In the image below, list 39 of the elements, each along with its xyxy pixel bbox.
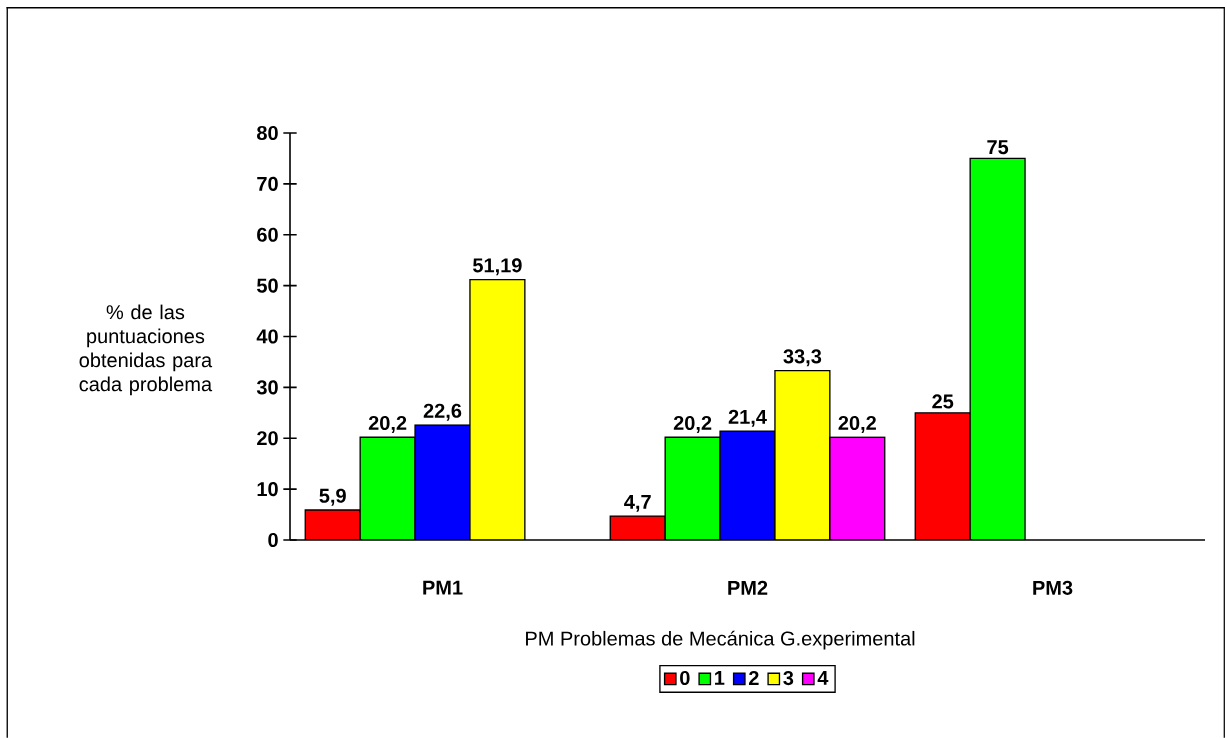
bar bbox=[665, 437, 721, 540]
y-axis-title: % de las puntuaciones obtenidas para cada problema bbox=[79, 304, 213, 396]
legend-label: 0 bbox=[680, 670, 690, 686]
data-label: 4,7 bbox=[624, 494, 651, 512]
data-label: 51,19 bbox=[472, 258, 522, 276]
data-label: 21,4 bbox=[728, 409, 767, 427]
data-label: 33,3 bbox=[783, 349, 822, 367]
bar bbox=[719, 430, 776, 540]
x-tick-label: PM1 bbox=[423, 580, 463, 595]
bar bbox=[469, 279, 525, 540]
legend-label: 1 bbox=[715, 671, 725, 685]
data-label: 20,2 bbox=[838, 415, 876, 433]
bar bbox=[360, 437, 416, 540]
bar bbox=[415, 425, 470, 540]
data-label: 20,2 bbox=[673, 415, 712, 433]
y-tick-label: 0 bbox=[268, 532, 278, 548]
bar bbox=[914, 412, 971, 540]
y-tick-label: 30 bbox=[256, 380, 278, 395]
y-tick-label: 10 bbox=[257, 482, 278, 497]
data-label: 75 bbox=[987, 140, 1009, 155]
y-tick-label: 20 bbox=[257, 431, 278, 446]
data-label: 20,2 bbox=[368, 415, 407, 433]
bar bbox=[774, 369, 831, 540]
data-label: 25 bbox=[932, 394, 954, 409]
bar bbox=[969, 157, 1026, 540]
x-axis-title: PM Problemas de Mecánica G.experimental bbox=[526, 630, 915, 650]
y-tick-label: 70 bbox=[257, 176, 278, 191]
data-label: 5,9 bbox=[319, 488, 346, 506]
y-tick-label: 40 bbox=[256, 329, 278, 344]
legend-label: 3 bbox=[783, 670, 794, 686]
y-tick-label: 60 bbox=[257, 227, 278, 242]
bar bbox=[305, 509, 361, 540]
x-tick-label: PM3 bbox=[1033, 580, 1073, 595]
legend-label: 4 bbox=[817, 671, 829, 685]
legend-label: 2 bbox=[748, 670, 759, 685]
data-label: 22,6 bbox=[423, 403, 462, 421]
y-tick-label: 50 bbox=[256, 278, 278, 293]
y-tick-label: 80 bbox=[257, 125, 278, 141]
x-tick-label: PM2 bbox=[728, 580, 768, 595]
